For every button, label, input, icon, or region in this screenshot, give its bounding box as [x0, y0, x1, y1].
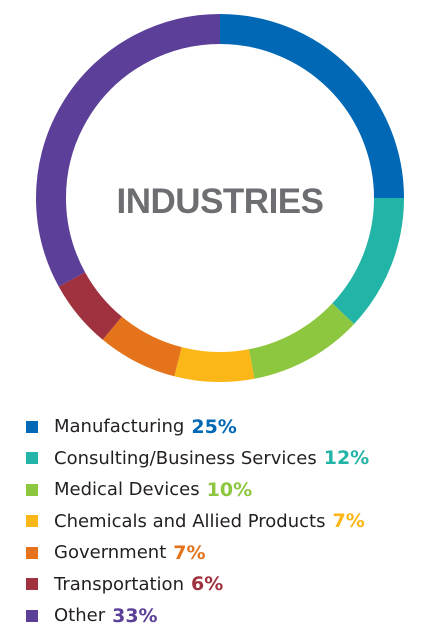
legend-label: Government	[54, 542, 167, 564]
legend-label: Chemicals and Allied Products	[54, 510, 326, 532]
legend-swatch	[26, 546, 38, 559]
donut-slice-1	[219, 14, 404, 199]
legend-value-label: 33%	[112, 604, 158, 627]
legend-item: Medical Devices 10%	[26, 474, 369, 506]
legend-label: Medical Devices	[54, 479, 200, 501]
donut-slices	[36, 14, 404, 382]
legend-swatch	[26, 578, 38, 591]
legend-item: Transportation 6%	[26, 569, 369, 601]
legend-swatch	[26, 515, 38, 528]
chart-legend: Manufacturing 25% Consulting/Business Serv…	[26, 411, 369, 632]
legend-item: Government 7%	[26, 537, 369, 569]
legend-swatch	[26, 609, 38, 622]
legend-label: Transportation	[54, 573, 184, 595]
legend-item: Other 33%	[26, 600, 369, 632]
donut-slice-5	[102, 316, 183, 377]
legend-value-label: 10%	[206, 478, 253, 501]
chart-title: INDUSTRIES	[117, 182, 324, 221]
legend-value-label: 7%	[173, 541, 206, 564]
legend-value-label: 7%	[332, 510, 365, 533]
donut-slice-6	[58, 271, 123, 340]
donut-slice-3	[248, 303, 355, 379]
donut-chart: INDUSTRIES	[36, 14, 404, 382]
legend-swatch	[26, 452, 38, 465]
legend-item: Chemicals and Allied Products 7%	[26, 506, 369, 538]
legend-value-label: 12%	[323, 447, 370, 470]
legend-item: Manufacturing 25%	[26, 411, 369, 443]
legend-value-label: 25%	[191, 415, 237, 438]
legend-label: Consulting/Business Services	[54, 447, 317, 469]
legend-swatch	[26, 420, 38, 433]
donut-slice-2	[332, 197, 404, 324]
legend-label: Other	[54, 605, 106, 627]
legend-value-label: 6%	[190, 573, 224, 596]
donut-slice-7	[36, 14, 221, 287]
legend-item: Consulting/Business Services 12%	[26, 443, 369, 475]
donut-slice-4	[174, 347, 255, 382]
legend-label: Manufacturing	[54, 416, 185, 438]
legend-swatch	[26, 483, 38, 496]
